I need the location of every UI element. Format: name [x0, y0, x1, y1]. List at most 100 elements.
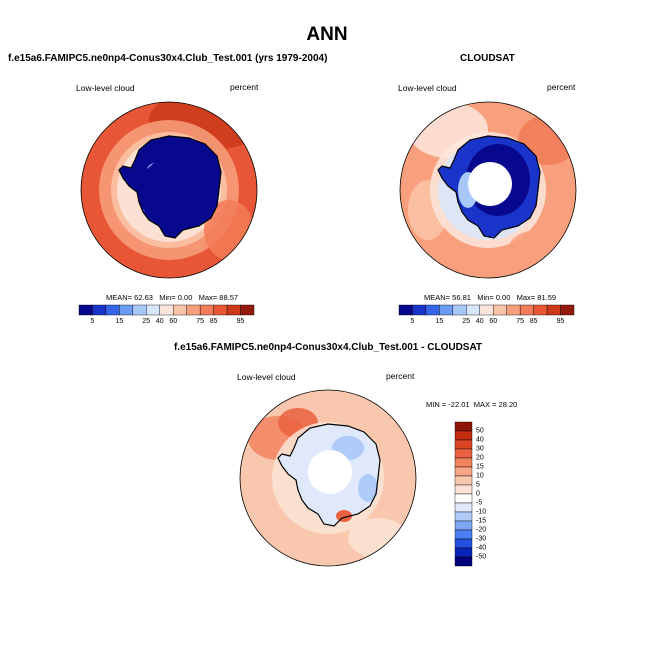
model-min-value: 0.00 — [177, 293, 193, 302]
obs-units-label: percent — [547, 82, 576, 92]
obs-min-value: 0.00 — [495, 293, 511, 302]
diff-variable-label: Low-level cloud — [237, 372, 296, 382]
colorbar-swatch — [454, 484, 473, 495]
colorbar-swatch — [454, 547, 473, 558]
colorbar-swatch — [454, 502, 473, 513]
colorbar-tick-label: 85 — [209, 318, 218, 325]
coastline — [118, 135, 222, 239]
colorbar-swatch — [199, 304, 214, 316]
colorbar-swatch — [454, 421, 473, 432]
obs-variable-label: Low-level cloud — [398, 83, 457, 93]
colorbar-tick-label: 0 — [476, 490, 480, 498]
diff-max-value: 28.20 — [498, 400, 518, 409]
colorbar-swatch — [454, 439, 473, 450]
colorbar-tick-label: 50 — [476, 427, 484, 435]
diff-min-value: -22.01 — [448, 400, 470, 409]
diff-colorbar-labels: 50 40 30 20 15 10 5 0 -5 -10 -15 -20 -30 -40 -50 — [476, 422, 496, 566]
colorbar-tick-label: -20 — [476, 526, 487, 534]
colorbar-tick-label: -15 — [476, 517, 487, 525]
inner-contour-blob — [139, 156, 211, 228]
colorbar-tick-label: 5 — [90, 318, 95, 325]
colorbar-swatch — [454, 511, 473, 522]
colorbar-tick-label: -50 — [476, 553, 487, 561]
obs-colorbar-ticks: 5 15 25 40 60 75 85 95 — [399, 318, 574, 328]
colorbar-tick-label: 15 — [435, 318, 444, 325]
colorbar-swatch — [454, 448, 473, 459]
map-obs-field — [400, 102, 576, 278]
colorbar-tick-label: 60 — [169, 318, 178, 325]
model-colorbar-ticks: 5 15 25 40 60 75 85 95 — [79, 318, 254, 328]
colorbar-swatch — [454, 556, 473, 567]
colorbar-tick-label: 15 — [476, 463, 484, 471]
colorbar-swatch — [173, 304, 187, 316]
colorbar-tick-label: -10 — [476, 508, 487, 516]
colorbar-tick-label: 5 — [476, 481, 480, 489]
colorbar-tick-label: 75 — [196, 318, 205, 325]
colorbar-swatch — [454, 430, 473, 441]
colorbar-tick-label: 60 — [489, 318, 498, 325]
map-diff-field — [240, 390, 416, 566]
map-boundary — [80, 101, 258, 279]
coastline — [437, 135, 541, 239]
obs-panel-title: CLOUDSAT — [460, 53, 515, 64]
colorbar-swatch — [479, 304, 494, 316]
model-stats: MEAN= 62.63 Min= 0.00 Max= 88.57 — [106, 293, 239, 302]
colorbar-tick-label: -40 — [476, 544, 487, 552]
colorbar-swatch — [159, 304, 174, 316]
model-units-label: percent — [230, 82, 259, 92]
colorbar-swatch — [105, 304, 120, 316]
obs-polar-map — [399, 101, 577, 279]
model-polar-map — [80, 101, 258, 279]
colorbar-swatch — [213, 304, 228, 316]
coastline — [277, 423, 381, 527]
inner-contour-blob — [336, 510, 352, 522]
colorbar-tick-label: 85 — [529, 318, 538, 325]
obs-max-value: 81.59 — [537, 293, 557, 302]
colorbar-tick-label: 5 — [410, 318, 415, 325]
colorbar-swatch — [454, 493, 473, 504]
colorbar-swatch — [560, 304, 575, 316]
colorbar-swatch — [519, 304, 534, 316]
missing-data-hole — [468, 162, 512, 206]
colorbar-tick-label: 30 — [476, 445, 484, 453]
obs-mean-value: 56.81 — [452, 293, 471, 302]
colorbar-tick-label: 40 — [476, 436, 484, 444]
colorbar-tick-label: 40 — [155, 318, 164, 325]
map-boundary — [239, 389, 417, 567]
colorbar-tick-label: 95 — [556, 318, 565, 325]
map-model-field — [81, 102, 257, 278]
colorbar-swatch — [454, 529, 473, 540]
diff-panel-title: f.e15a6.FAMIPC5.ne0np4-Conus30x4.Club_Te… — [174, 342, 483, 353]
colorbar-swatch — [146, 304, 160, 316]
colorbar-swatch — [533, 304, 548, 316]
colorbar-swatch — [454, 457, 473, 468]
map-boundary — [399, 101, 577, 279]
colorbar-swatch — [226, 304, 241, 316]
colorbar-tick-label: 10 — [476, 472, 484, 480]
colorbar-tick-label: 25 — [142, 318, 151, 325]
colorbar-tick-label: -5 — [476, 499, 483, 507]
obs-stats: MEAN= 56.81 Min= 0.00 Max= 81.59 — [424, 293, 557, 302]
diff-polar-map — [239, 389, 417, 567]
colorbar-swatch — [546, 304, 561, 316]
model-max-value: 88.57 — [219, 293, 239, 302]
diff-stats: MIN = -22.01 MAX = 28.20 — [426, 400, 518, 409]
colorbar-swatch — [398, 304, 413, 316]
colorbar-tick-label: 40 — [475, 318, 484, 325]
colorbar-swatch — [119, 304, 134, 316]
colorbar-tick-label: 25 — [462, 318, 471, 325]
missing-data-hole — [308, 450, 352, 494]
colorbar-tick-label: 95 — [236, 318, 245, 325]
colorbar-swatch — [454, 520, 473, 531]
inner-contour-blob — [358, 474, 378, 502]
diff-colorbar — [454, 421, 473, 567]
colorbar-swatch — [78, 304, 93, 316]
contour-blob — [508, 230, 568, 270]
colorbar-swatch — [454, 475, 473, 486]
page-title: ANN — [306, 24, 348, 45]
colorbar-swatch — [425, 304, 440, 316]
colorbar-swatch — [240, 304, 255, 316]
colorbar-tick-label: -30 — [476, 535, 487, 543]
colorbar-swatch — [452, 304, 467, 316]
model-panel-title: f.e15a6.FAMIPC5.ne0np4-Conus30x4.Club_Te… — [8, 53, 328, 64]
